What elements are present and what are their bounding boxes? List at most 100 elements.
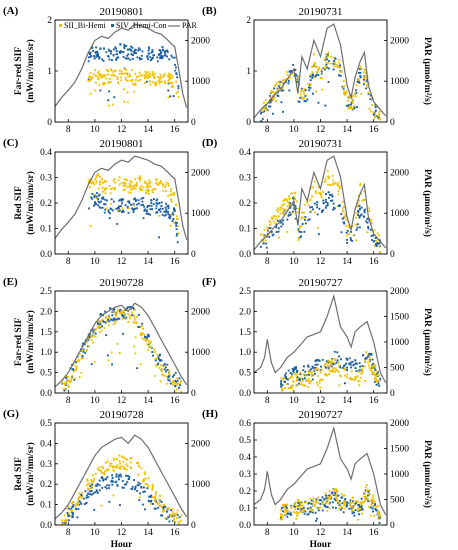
sif-point-bi (157, 79, 160, 82)
sif-point-con (170, 54, 173, 57)
sif-point-bi (171, 380, 174, 383)
sif-point-bi (283, 199, 286, 202)
sif-point-con (365, 79, 368, 82)
sif-point-con (136, 207, 138, 210)
sif-point-bi (91, 76, 94, 79)
sif-point-bi (149, 83, 152, 86)
sif-point-bi (333, 488, 336, 491)
sif-point-bi (284, 508, 287, 511)
sif-point-bi (120, 79, 123, 82)
sif-point-con (316, 203, 318, 206)
sif-point-con (289, 206, 292, 209)
sif-point-con (289, 202, 291, 204)
sif-point-bi (377, 517, 380, 520)
sif-point-con (167, 211, 169, 213)
sif-point-bi (160, 367, 163, 370)
y-tick-label: 0.1 (40, 225, 52, 235)
sif-point-con (276, 87, 279, 90)
sif-point-bi (97, 77, 100, 79)
sif-point-con (165, 208, 168, 211)
sif-point-bi (286, 510, 289, 512)
sif-point-bi (301, 383, 303, 386)
sif-point-bi (168, 72, 171, 75)
sif-point-bi (71, 374, 74, 377)
sif-point-con (179, 384, 181, 387)
sif-point-con (93, 57, 96, 60)
sif-point-bi (128, 72, 131, 75)
sif-point-con (272, 233, 275, 236)
sif-point-bi (169, 75, 172, 77)
sif-point-con (302, 506, 305, 509)
sif-point-con (95, 195, 98, 198)
sif-point-bi (355, 500, 358, 502)
sif-point-con (128, 306, 131, 308)
sif-point-con (328, 494, 331, 497)
sif-point-bi (122, 309, 125, 312)
sif-point-bi (139, 79, 141, 81)
sif-point-con (371, 363, 374, 366)
sif-point-bi (303, 501, 306, 504)
sif-point-con (345, 503, 348, 506)
y2-tick-label: 0 (191, 521, 196, 531)
sif-point-bi (151, 483, 154, 486)
sif-point-con (135, 52, 137, 55)
sif-point-bi (170, 198, 173, 201)
sif-point-con (148, 204, 151, 207)
sif-point-bi (61, 519, 63, 522)
sif-point-con (315, 520, 318, 522)
sif-point-bi (342, 210, 345, 213)
sif-point-bi (70, 509, 72, 512)
sif-point-bi (136, 79, 139, 82)
sif-point-con (93, 55, 95, 57)
sif-point-bi (158, 76, 161, 79)
sif-point-bi (378, 379, 381, 382)
sif-point-bi (375, 505, 378, 508)
sif-point-bi (330, 361, 333, 364)
sif-point-con (164, 206, 167, 209)
sif-point-con (321, 211, 323, 213)
y2-tick-label: 500 (390, 496, 405, 506)
y2-tick-label: 2000 (191, 36, 210, 46)
sif-point-con (317, 233, 320, 235)
sif-point-bi (324, 180, 327, 183)
y-axis-unit: (mW/m²/nm/sr) (25, 442, 36, 506)
panel-label: (F) (202, 276, 216, 288)
sif-point-con (330, 199, 332, 202)
panel-label: (D) (202, 137, 218, 149)
sif-point-bi (74, 505, 77, 508)
sif-point-con (356, 226, 359, 229)
sif-point-bi (330, 363, 333, 366)
sif-point-bi (280, 80, 283, 83)
sif-point-con (121, 486, 124, 489)
sif-point-con (326, 58, 328, 61)
y2-tick-label: 0 (191, 118, 196, 128)
sif-point-bi (88, 186, 91, 188)
sif-point-con (167, 516, 170, 519)
sif-point-bi (340, 70, 343, 73)
sif-point-bi (373, 371, 375, 374)
sif-point-con (376, 375, 379, 377)
sif-point-bi (368, 210, 371, 212)
sif-point-con (161, 213, 164, 216)
sif-point-con (168, 514, 171, 517)
sif-point-bi (369, 500, 371, 503)
y-tick-label: 0.2 (239, 487, 251, 497)
sif-point-bi (285, 71, 288, 73)
sif-point-con (107, 209, 110, 212)
sif-point-bi (105, 317, 108, 320)
sif-point-con (360, 214, 363, 217)
sif-point-bi (144, 76, 147, 79)
sif-point-bi (162, 185, 164, 188)
sif-point-bi (122, 184, 125, 187)
sif-point-con (129, 58, 132, 61)
sif-point-con (331, 195, 334, 198)
sif-point-bi (344, 213, 347, 215)
sif-point-con (294, 217, 297, 220)
sif-point-con (338, 204, 341, 207)
sif-point-con (325, 205, 328, 207)
sif-point-bi (314, 190, 317, 193)
sif-point-bi (174, 513, 177, 516)
sif-point-con (123, 45, 126, 48)
sif-point-bi (364, 380, 366, 382)
sif-point-con (111, 483, 114, 486)
